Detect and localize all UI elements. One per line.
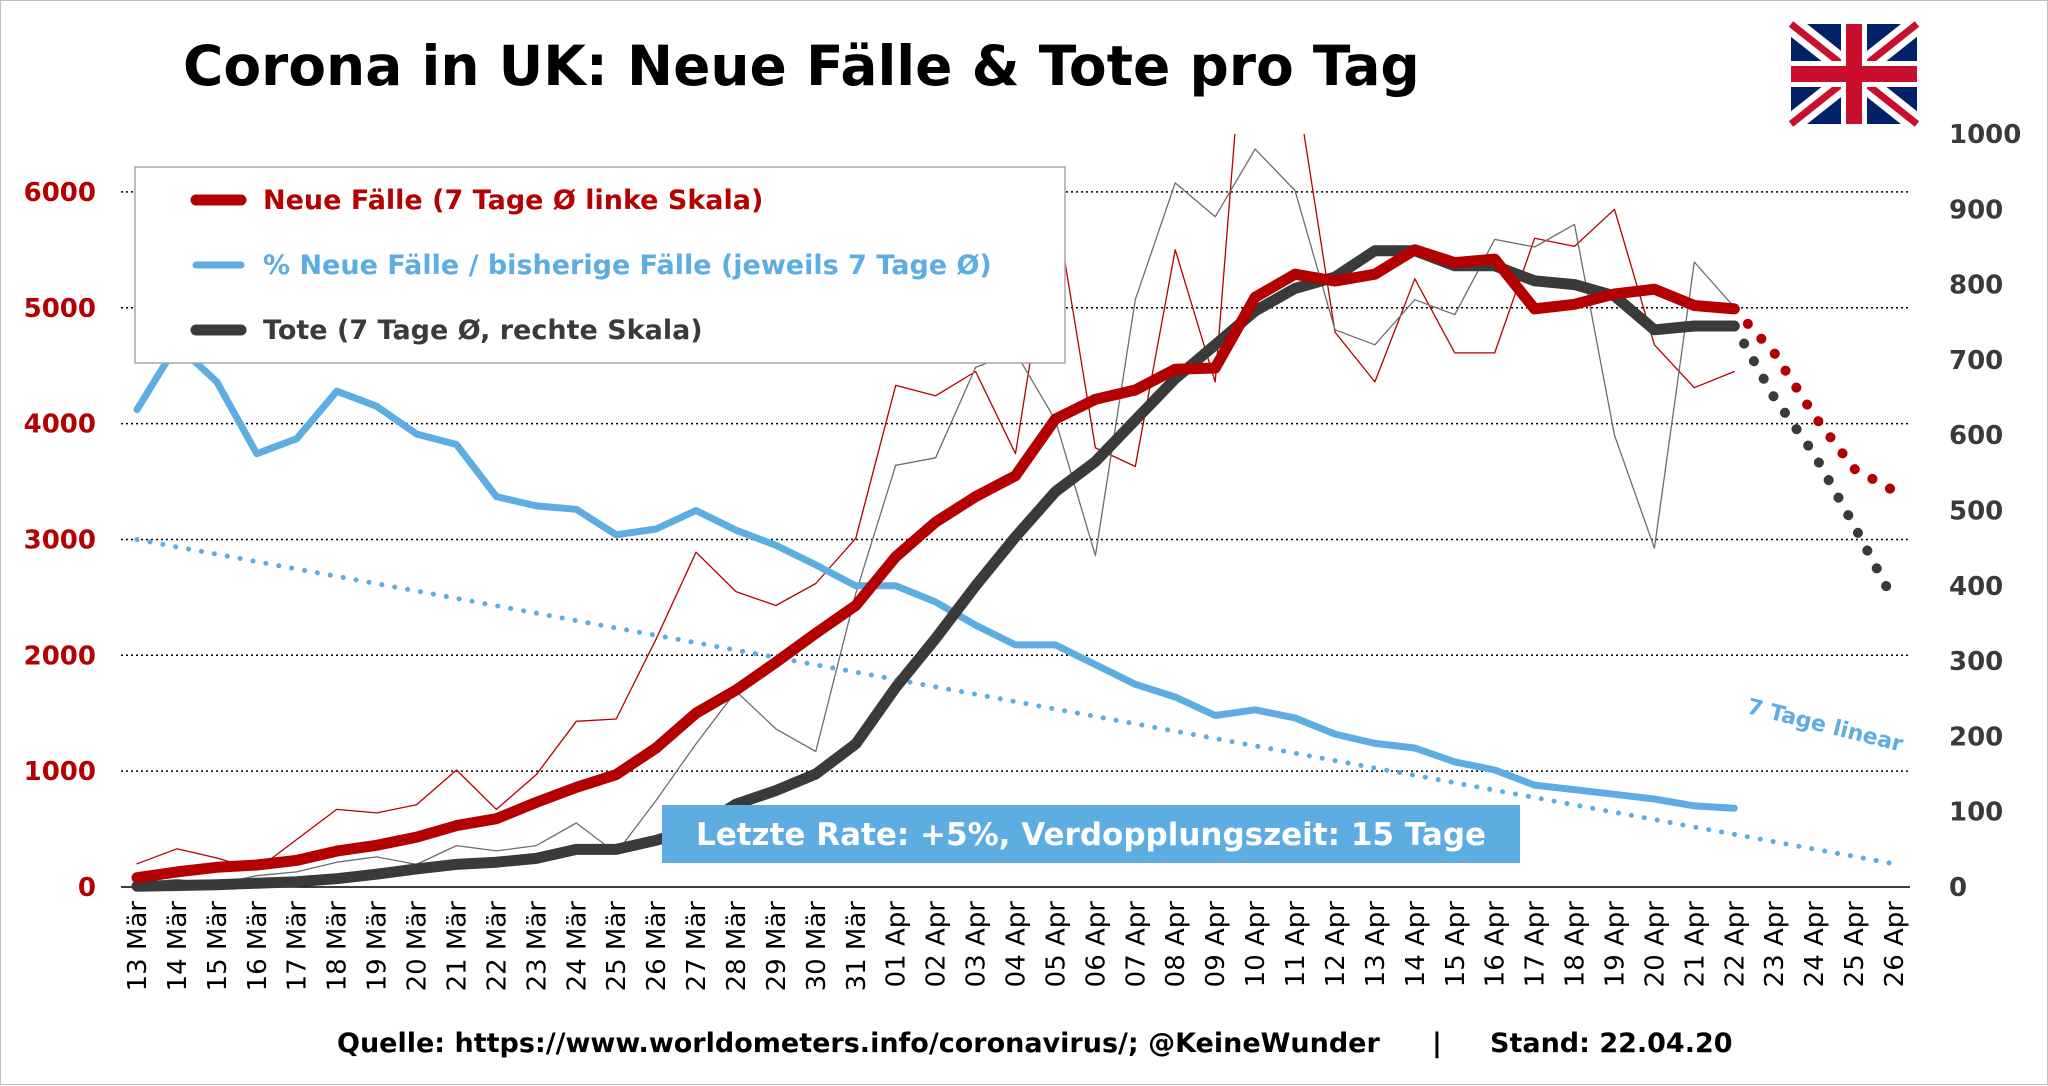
legend-entry-cases: Neue Fälle (7 Tage Ø linke Skala) [263,185,763,216]
x-tick-label: 28 Mär [722,901,752,992]
left-axis: 0 1000 2000 3000 4000 5000 6000 [24,178,96,903]
chart-title: Corona in UK: Neue Fälle & Tote pro Tag [183,34,1420,98]
x-tick-label: 24 Apr [1800,901,1830,988]
left-tick-label: 0 [78,873,96,903]
left-tick-label: 6000 [24,178,96,208]
x-tick-label: 20 Apr [1640,901,1670,988]
x-tick-label: 23 Mär [522,901,552,992]
x-tick-label: 16 Mär [243,901,273,992]
x-tick-label: 29 Mär [762,901,792,992]
x-tick-label: 08 Apr [1161,901,1191,988]
x-tick-label: 21 Mär [442,901,472,992]
right-tick-label: 400 [1949,572,2003,602]
x-tick-label: 03 Apr [962,901,992,988]
x-tick-label: 26 Apr [1880,901,1910,988]
x-tick-label: 06 Apr [1081,901,1111,988]
series-line-prognose-neue-f-lle [1729,303,1899,496]
left-tick-label: 1000 [24,757,96,787]
x-tick-label: 18 Mär [323,901,353,992]
x-tick-label: 15 Mär [203,901,233,992]
legend-entry-deaths: Tote (7 Tage Ø, rechte Skala) [263,315,703,346]
x-tick-label: 10 Apr [1241,901,1271,988]
right-tick-label: 0 [1949,873,1967,903]
left-tick-label: 4000 [24,410,96,440]
x-tick-label: 09 Apr [1201,901,1231,988]
x-tick-label: 23 Apr [1760,901,1790,988]
series-layer [131,134,1899,892]
x-tick-label: 25 Mär [602,901,632,992]
x-tick-label: 24 Mär [562,901,592,992]
series-line-neue-f-lle-7-tage-linke-skala- [131,244,1740,884]
x-tick-label: 30 Mär [802,901,832,992]
x-tick-label: 22 Apr [1720,901,1750,988]
series-line-neue-f-lle-t-glich- [136,134,1735,871]
footer-source: Quelle: https://www.worldometers.info/co… [337,1028,1380,1059]
right-tick-label: 100 [1949,798,2003,828]
left-tick-label: 3000 [24,525,96,555]
x-tick-label: 14 Mär [163,901,193,992]
series-line-7-tage-linear [134,537,1897,867]
x-tick-label: 17 Mär [283,901,313,992]
x-tick-label: 14 Apr [1401,901,1431,988]
x-tick-label: 27 Mär [682,901,712,992]
x-tick-label: 17 Apr [1521,901,1551,988]
x-tick-label: 11 Apr [1281,901,1311,988]
x-tick-label: 26 Mär [642,901,672,992]
x-tick-label: 22 Mär [482,901,512,992]
x-tick-label: 04 Apr [1002,901,1032,988]
series-line-tote-t-glich- [136,148,1735,885]
x-tick-label: 19 Apr [1600,901,1630,988]
right-tick-label: 200 [1949,722,2003,752]
x-tick-label: 01 Apr [882,901,912,988]
x-tick-label: 13 Mär [123,901,153,992]
legend-entry-percent: % Neue Fälle / bisherige Fälle (jeweils … [263,250,992,281]
x-tick-label: 05 Apr [1041,901,1071,988]
trend-label: 7 Tage linear [1745,695,1906,758]
right-tick-label: 1000 [1949,120,2021,150]
rate-annotation-text: Letzte Rate: +5%, Verdopplungszeit: 15 T… [696,817,1486,853]
right-tick-label: 900 [1949,195,2003,225]
right-tick-label: 500 [1949,497,2003,527]
right-tick-label: 800 [1949,271,2003,301]
rate-annotation: Letzte Rate: +5%, Verdopplungszeit: 15 T… [662,805,1520,863]
x-tick-label: 18 Apr [1561,901,1591,988]
x-tick-label: 02 Apr [922,901,952,988]
footer-separator: | [1432,1028,1442,1059]
x-tick-label: 16 Apr [1481,901,1511,988]
right-tick-label: 600 [1949,421,2003,451]
x-tick-label: 25 Apr [1840,901,1870,988]
left-tick-label: 5000 [24,294,96,324]
uk-flag-icon [1784,16,1924,132]
x-tick-label: 20 Mär [403,901,433,992]
right-tick-label: 300 [1949,647,2003,677]
series-line-prognose-tote [1729,321,1899,606]
x-tick-label: 31 Mär [842,901,872,992]
x-tick-label: 13 Apr [1361,901,1391,988]
right-tick-label: 700 [1949,346,2003,376]
right-axis: 0 100 200 300 400 500 600 700 800 900 1000 [1949,120,2021,903]
footer-stand: Stand: 22.04.20 [1490,1028,1733,1059]
x-tick-label: 19 Mär [363,901,393,992]
series-line--neue-f-lle-bisherige-f-lle-jeweils-7-tage- [133,341,1738,812]
x-tick-label: 21 Apr [1680,901,1710,988]
x-tick-label: 07 Apr [1121,901,1151,988]
left-tick-label: 2000 [24,641,96,671]
legend: Neue Fälle (7 Tage Ø linke Skala) % Neue… [134,166,1066,364]
x-tick-label: 15 Apr [1441,901,1471,988]
x-tick-label: 12 Apr [1321,901,1351,988]
x-axis: 13 Mär 14 Mär 15 Mär 16 Mär 17 Mär 18 Mär 19 M… [123,901,1910,992]
